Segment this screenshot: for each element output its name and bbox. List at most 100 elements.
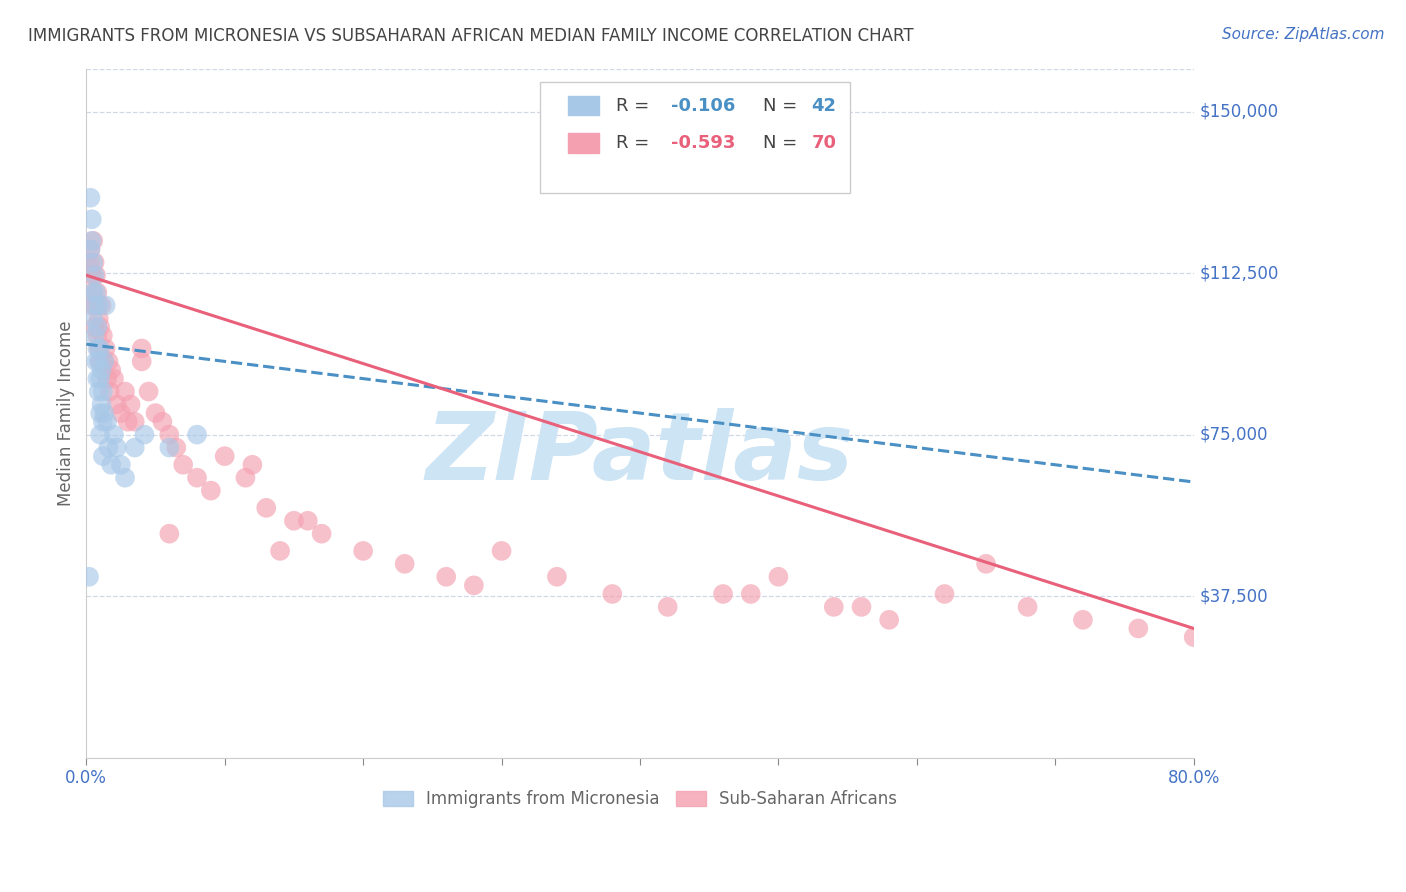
Point [94,342,117,356]
Point [89,427,111,442]
Point [82,255,104,269]
Polygon shape [568,96,599,115]
Point [546,570,568,584]
Point [491,544,513,558]
Point [79,191,101,205]
Point [105,397,128,411]
Point [87,354,110,368]
Point [131,342,153,356]
Point [311,526,333,541]
Point [98,384,121,399]
Point [463,578,485,592]
Point [1071,613,1094,627]
Point [214,449,236,463]
Text: $75,000: $75,000 [1199,425,1268,443]
Point [297,514,319,528]
Point [124,415,146,429]
Point [77,255,100,269]
Polygon shape [568,133,599,153]
Y-axis label: Median Family Income: Median Family Income [58,320,75,506]
Point [82,234,104,248]
Point [186,471,208,485]
Point [90,397,112,411]
Point [823,599,845,614]
Point [84,268,107,283]
Point [90,363,112,377]
Point [86,328,108,343]
Point [283,514,305,528]
Text: $112,500: $112,500 [1199,264,1278,282]
Point [83,255,105,269]
Point [83,320,105,334]
Point [89,354,111,368]
Point [87,311,110,326]
Text: N =: N = [763,96,803,115]
Point [124,441,146,455]
Point [93,406,115,420]
Point [87,298,110,312]
Text: Source: ZipAtlas.com: Source: ZipAtlas.com [1222,27,1385,42]
Point [83,268,105,283]
Point [152,415,174,429]
Point [87,384,110,399]
Point [82,285,104,300]
Point [83,328,105,343]
Point [89,406,111,420]
Point [80,268,103,283]
Point [89,371,111,385]
Point [84,298,107,312]
Point [157,526,180,541]
Point [434,570,457,584]
Point [120,397,142,411]
Point [91,384,114,399]
Point [1017,599,1039,614]
Point [352,544,374,558]
Point [235,471,257,485]
Point [974,557,997,571]
Point [97,441,120,455]
Legend: Immigrants from Micronesia, Sub-Saharan Africans: Immigrants from Micronesia, Sub-Saharan … [375,783,904,814]
Point [165,441,187,455]
Point [157,441,180,455]
Point [110,458,132,472]
Point [89,320,111,334]
Point [84,354,107,368]
Point [80,212,103,227]
Point [600,587,623,601]
Point [1128,622,1150,636]
Point [82,311,104,326]
Point [657,599,679,614]
Point [77,570,100,584]
Point [100,363,122,377]
Point [96,371,118,385]
Point [186,427,208,442]
Point [1182,630,1205,644]
Text: IMMIGRANTS FROM MICRONESIA VS SUBSAHARAN AFRICAN MEDIAN FAMILY INCOME CORRELATIO: IMMIGRANTS FROM MICRONESIA VS SUBSAHARAN… [28,27,914,45]
Text: 70: 70 [811,134,837,152]
Point [86,320,108,334]
Point [200,483,222,498]
Text: ZIPatlas: ZIPatlas [426,409,853,500]
Point [80,298,103,312]
Point [105,441,128,455]
Point [114,471,136,485]
Point [84,285,107,300]
Point [138,384,160,399]
Point [172,458,194,472]
Point [94,298,117,312]
Point [90,298,112,312]
Point [83,298,105,312]
Point [394,557,416,571]
Text: $150,000: $150,000 [1199,103,1278,120]
Point [93,354,115,368]
Text: N =: N = [763,134,803,152]
Point [242,458,264,472]
Point [87,342,110,356]
Point [96,415,118,429]
Point [82,285,104,300]
Point [86,285,108,300]
Point [91,328,114,343]
Point [114,384,136,399]
Point [254,500,277,515]
Point [117,415,139,429]
